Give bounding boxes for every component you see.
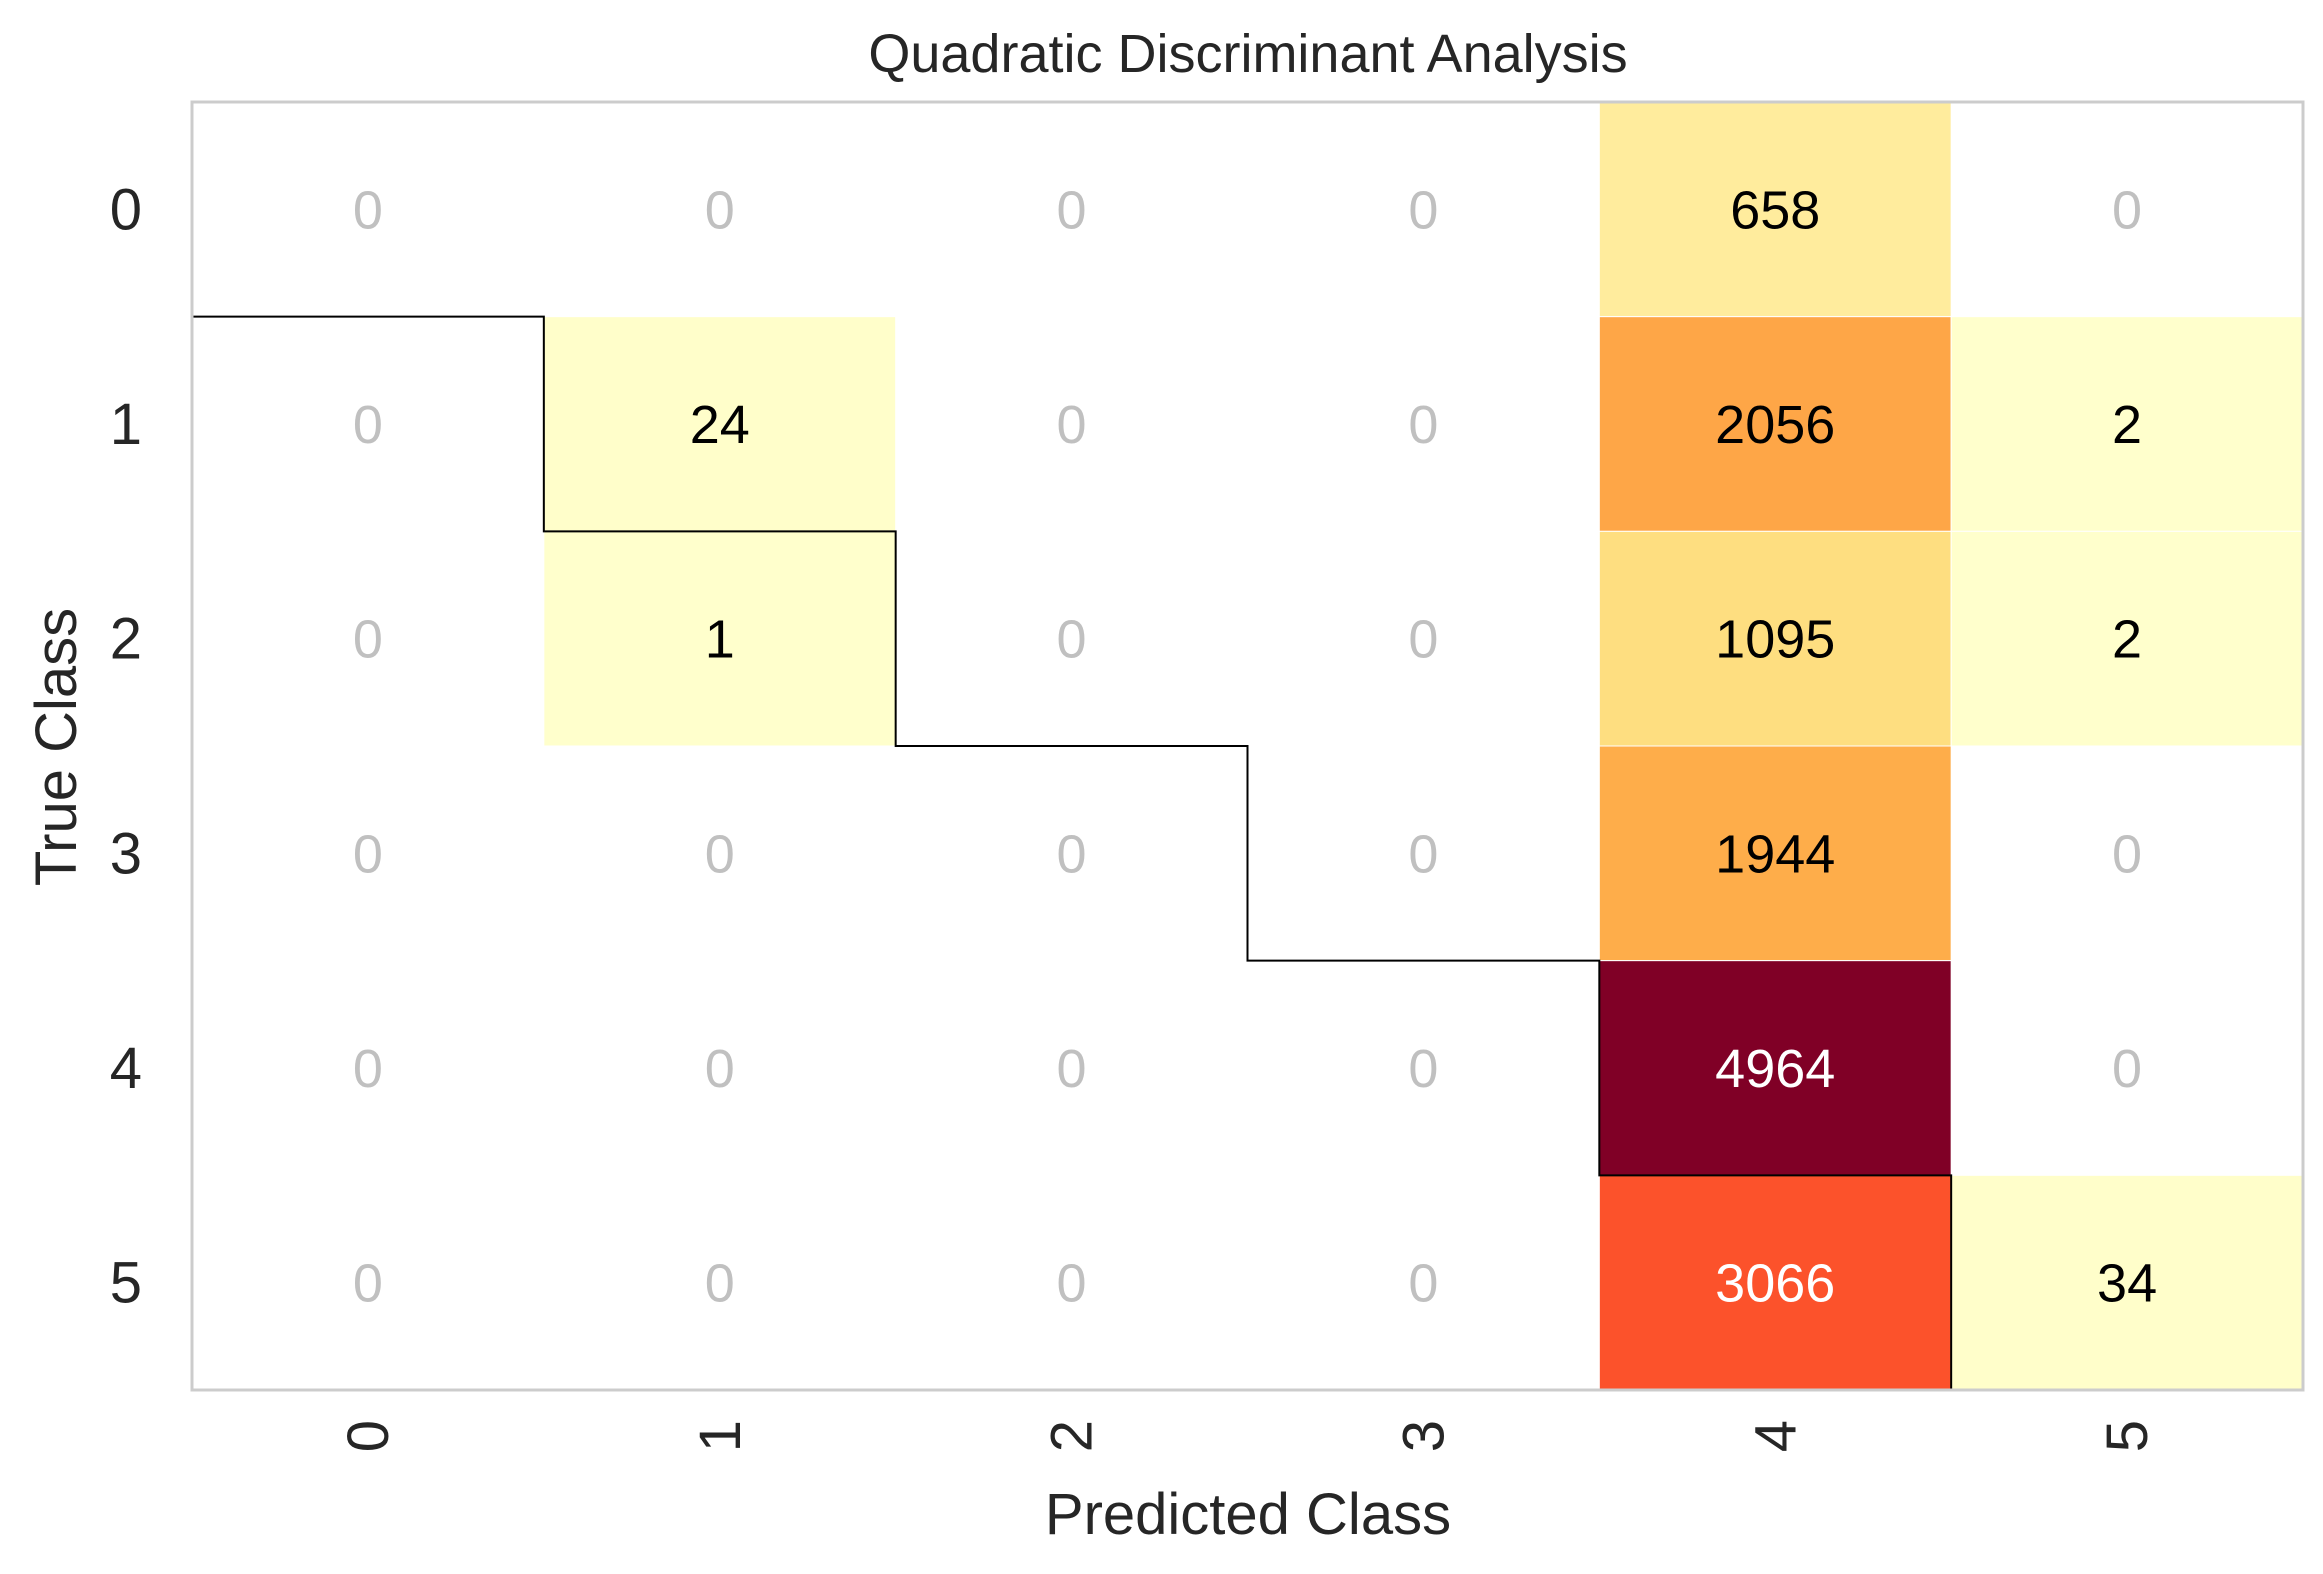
cell-value-r4-c3: 0	[1408, 1039, 1438, 1099]
heatmap-cell-r1-c1	[543, 316, 897, 532]
heatmap-cell-r5-c0	[192, 1175, 544, 1390]
y-axis-label: True Class	[24, 608, 89, 886]
cell-value-r0-c2: 0	[1057, 180, 1087, 240]
heatmap-cell-r1-c0	[192, 316, 544, 532]
heatmap-cell-r0-c1	[543, 102, 896, 317]
cell-value-r1-c4: 2056	[1715, 395, 1835, 455]
heatmap-cell-r4-c5	[1951, 960, 2303, 1176]
cell-value-r4-c4: 4964	[1715, 1039, 1835, 1099]
cell-value-r0-c3: 0	[1408, 180, 1438, 240]
heatmap-cell-r3-c2	[895, 746, 1248, 961]
heatmap-cell-r3-c4	[1598, 745, 1952, 962]
heatmap-cell-r5-c4	[1598, 1174, 1952, 1391]
heatmap-cell-r5-c5	[1950, 1174, 2304, 1391]
heatmap-cell-r0-c0	[192, 102, 544, 317]
x-tick-4: 4	[1743, 1420, 1808, 1452]
cell-value-r1-c2: 0	[1057, 395, 1087, 455]
cell-value-r5-c2: 0	[1057, 1254, 1087, 1314]
chart-title: Quadratic Discriminant Analysis	[868, 24, 1627, 84]
y-tick-1: 1	[110, 392, 142, 457]
diagonal-outline	[192, 315, 1953, 1390]
heatmap-cell-r5-c2	[895, 1175, 1248, 1390]
heatmap-cell-r5-c3	[1247, 1175, 1600, 1390]
cell-value-r5-c3: 0	[1408, 1254, 1438, 1314]
cell-value-r3-c0: 0	[353, 824, 383, 884]
diagonal-staircase-line	[192, 315, 1953, 1390]
cell-value-r3-c4: 1944	[1715, 824, 1835, 884]
heatmap-cell-r0-c2	[895, 102, 1248, 317]
cell-value-r5-c4: 3066	[1715, 1254, 1835, 1314]
heatmap-cell-r0-c3	[1247, 102, 1600, 317]
heatmap-cell-labels: 0 0 0 0 658 0 0 24 0 0 2056 2 0 1 0 0 1095 2 0 0 0 0 1944 0 0 0 0 0…	[353, 180, 2157, 1313]
cell-value-r1-c0: 0	[353, 395, 383, 455]
x-tick-1: 1	[688, 1420, 753, 1452]
cell-value-r2-c3: 0	[1408, 610, 1438, 670]
cell-value-r1-c1: 24	[690, 395, 750, 455]
heatmap-cell-r4-c2	[895, 960, 1248, 1176]
x-tick-3: 3	[1391, 1420, 1456, 1452]
cell-value-r4-c2: 0	[1057, 1039, 1087, 1099]
cell-value-r5-c1: 0	[705, 1254, 735, 1314]
cell-value-r2-c4: 1095	[1715, 610, 1835, 670]
x-axis-label: Predicted Class	[1045, 1482, 1451, 1547]
heatmap-cell-r3-c5	[1951, 746, 2303, 961]
cell-value-r3-c1: 0	[705, 824, 735, 884]
cell-value-r4-c0: 0	[353, 1039, 383, 1099]
y-tick-labels: 0 1 2 3 4 5	[110, 177, 142, 1315]
cell-value-r4-c5: 0	[2112, 1039, 2142, 1099]
cell-value-r2-c0: 0	[353, 610, 383, 670]
heatmap-cell-r2-c5	[1950, 530, 2304, 747]
heatmap-cell-r1-c2	[895, 316, 1248, 532]
y-tick-4: 4	[110, 1036, 142, 1101]
cell-value-r3-c3: 0	[1408, 824, 1438, 884]
heatmap-cell-r2-c3	[1247, 531, 1600, 746]
heatmap-cell-r2-c2	[895, 531, 1248, 746]
heatmap-cell-r1-c5	[1950, 316, 2304, 532]
heatmap-cell-r0-c4	[1598, 101, 1952, 318]
cell-value-r0-c5: 0	[2112, 180, 2142, 240]
cell-value-r2-c2: 0	[1057, 610, 1087, 670]
heatmap-cell-r1-c4	[1598, 316, 1952, 532]
cell-value-r5-c0: 0	[353, 1254, 383, 1314]
heatmap-cell-r5-c1	[543, 1175, 896, 1390]
heatmap-cell-r4-c1	[543, 960, 896, 1176]
x-tick-0: 0	[336, 1420, 401, 1452]
heatmap-cell-r4-c4	[1598, 960, 1952, 1176]
heatmap-cell-r3-c3	[1247, 746, 1600, 961]
cell-value-r0-c1: 0	[705, 180, 735, 240]
x-tick-labels: 0 1 2 3 4 5	[336, 1420, 2160, 1452]
cell-value-r0-c4: 658	[1730, 180, 1820, 240]
cell-value-r5-c5: 34	[2097, 1254, 2157, 1314]
heatmap-cell-r2-c0	[192, 531, 544, 746]
x-tick-2: 2	[1040, 1420, 1105, 1452]
cell-value-r1-c5: 2	[2112, 395, 2142, 455]
cell-value-r3-c5: 0	[2112, 824, 2142, 884]
x-tick-5: 5	[2095, 1420, 2160, 1452]
heatmap-cell-r1-c3	[1247, 316, 1600, 532]
cell-value-r1-c3: 0	[1408, 395, 1438, 455]
cell-value-r2-c5: 2	[2112, 610, 2142, 670]
heatmap-cell-r4-c0	[192, 960, 544, 1176]
heatmap-cell-r4-c3	[1247, 960, 1600, 1176]
y-tick-3: 3	[110, 821, 142, 886]
heatmap-cell-r3-c1	[543, 746, 896, 961]
cell-value-r4-c1: 0	[705, 1039, 735, 1099]
plot-frame	[190, 100, 2305, 1392]
cell-value-r2-c1: 1	[705, 610, 735, 670]
cell-value-r0-c0: 0	[353, 180, 383, 240]
y-tick-0: 0	[110, 177, 142, 242]
y-tick-5: 5	[110, 1251, 142, 1316]
y-tick-2: 2	[110, 607, 142, 672]
heatmap-cell-r3-c0	[192, 746, 544, 961]
heatmap-cell-r2-c4	[1598, 530, 1952, 747]
heatmap-cells	[192, 101, 2304, 1391]
cell-value-r3-c2: 0	[1057, 824, 1087, 884]
heatmap-cell-r2-c1	[543, 530, 897, 747]
heatmap-cell-r0-c5	[1951, 102, 2303, 317]
